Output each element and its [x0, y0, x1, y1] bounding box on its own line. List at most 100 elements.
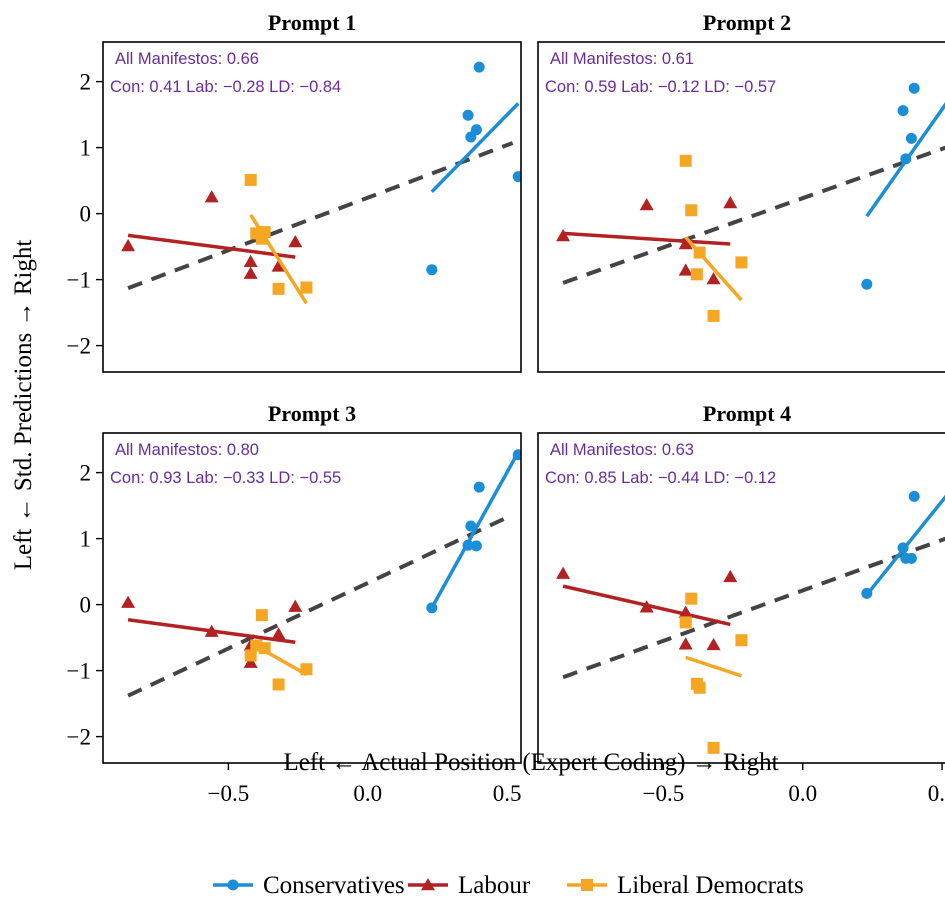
panel-title: Prompt 4	[703, 401, 791, 426]
overall-fit-line	[562, 536, 945, 680]
legend: Conservatives Labour Liberal Democrats	[213, 872, 804, 899]
overall-fit-line	[127, 513, 514, 698]
plot-area	[556, 82, 945, 322]
y-tick-label: −2	[67, 334, 91, 359]
conservatives-point	[426, 602, 438, 614]
x-axis-title: Left ← Actual Position (Expert Coding) →…	[283, 749, 778, 776]
liberal-democrats-point	[693, 681, 706, 694]
legend-marker	[581, 879, 593, 891]
labour-fit-line	[562, 231, 731, 246]
correlation-parties: Con: 0.85 Lab: −0.44 LD: −0.12	[545, 469, 776, 487]
legend-item-conservatives: Conservatives	[213, 872, 405, 899]
liberal-democrats-point	[707, 309, 720, 322]
labour-point	[723, 196, 738, 209]
labour-point	[271, 259, 286, 272]
y-tick-label: 0	[80, 202, 92, 227]
conservatives-fit-line	[430, 451, 520, 609]
labour-fit-line	[127, 233, 296, 259]
legend-label: Conservatives	[263, 872, 405, 899]
liberal-democrats-point	[690, 268, 703, 281]
labour-point	[723, 569, 738, 583]
labour-point	[288, 599, 303, 612]
y-tick-label: −2	[67, 725, 91, 750]
liberal-democrats-point	[679, 154, 692, 167]
y-tick-label: −1	[67, 659, 91, 684]
panel-frame	[102, 432, 522, 764]
panels-layer: Prompt 1 All Manifestos: 0.66 Con: 0.41 La…	[67, 10, 945, 806]
y-tick-label: 0	[80, 593, 92, 618]
overall-fit-line	[562, 145, 945, 285]
liberal-democrats-fit-line	[685, 655, 742, 678]
panel-1: Prompt 1 All Manifestos: 0.66 Con: 0.41 La…	[67, 10, 522, 373]
conservatives-point	[512, 449, 521, 461]
correlation-all: All Manifestos: 0.80	[115, 441, 259, 459]
conservatives-point	[861, 587, 873, 599]
panel-title: Prompt 3	[268, 401, 356, 426]
correlation-parties: Con: 0.41 Lab: −0.28 LD: −0.84	[110, 78, 341, 96]
liberal-democrats-point	[272, 282, 285, 295]
labour-point	[204, 624, 219, 637]
conservatives-fit-line	[430, 102, 520, 194]
liberal-democrats-point	[685, 592, 698, 605]
labour-point	[706, 637, 721, 651]
conservatives-point	[900, 153, 912, 165]
overall-fit-line	[127, 141, 514, 291]
labour-point	[556, 229, 571, 242]
y-tick-label: 1	[80, 527, 92, 552]
liberal-democrats-point	[300, 663, 313, 676]
x-tick-label: 0.0	[788, 781, 817, 806]
conservatives-point	[426, 264, 438, 276]
correlation-all: All Manifestos: 0.61	[550, 50, 694, 68]
labour-point	[556, 566, 571, 579]
correlation-parties: Con: 0.59 Lab: −0.12 LD: −0.57	[545, 78, 776, 96]
y-tick-label: 2	[80, 461, 92, 486]
plot-area	[121, 61, 521, 305]
plot-area	[556, 490, 945, 754]
correlation-parties: Con: 0.93 Lab: −0.33 LD: −0.55	[110, 469, 341, 487]
panel-title: Prompt 2	[703, 10, 791, 35]
labour-point	[288, 234, 303, 248]
labour-point	[121, 595, 136, 608]
labour-point	[678, 236, 693, 250]
correlation-all: All Manifestos: 0.66	[115, 50, 259, 68]
labour-point	[271, 627, 286, 640]
labour-point	[678, 263, 693, 276]
plot-area	[121, 449, 521, 698]
labour-point	[243, 655, 258, 668]
liberal-democrats-point	[300, 281, 313, 294]
conservatives-point	[861, 278, 873, 290]
liberal-democrats-point	[244, 649, 257, 662]
labour-point	[678, 637, 693, 650]
panel-frame	[102, 41, 522, 373]
legend-marker	[421, 878, 435, 891]
conservatives-point	[470, 124, 482, 136]
liberal-democrats-point	[272, 678, 285, 691]
conservatives-point	[462, 539, 474, 551]
x-tick-label: 0.5	[928, 781, 945, 806]
conservatives-fit-line	[865, 102, 945, 218]
conservatives-point	[512, 171, 521, 183]
labour-point	[243, 266, 258, 279]
conservatives-point	[897, 542, 909, 554]
legend-item-liberal-democrats: Liberal Democrats	[567, 872, 804, 899]
conservatives-point	[462, 109, 474, 121]
conservatives-point	[473, 481, 485, 493]
liberal-democrats-point	[693, 246, 706, 259]
x-tick-label: −0.5	[208, 781, 250, 806]
x-tick-label: 0.0	[353, 781, 382, 806]
liberal-democrats-point	[255, 609, 268, 622]
panel-2: Prompt 2 All Manifestos: 0.61 Con: 0.59 La…	[537, 10, 945, 373]
liberal-democrats-point	[707, 741, 720, 754]
conservatives-point	[908, 82, 920, 94]
x-tick-label: −0.5	[643, 781, 685, 806]
conservatives-point	[473, 61, 485, 73]
conservatives-point	[908, 490, 920, 502]
liberal-democrats-point	[244, 173, 257, 186]
y-tick-label: 1	[80, 136, 92, 161]
labour-point	[121, 238, 136, 252]
legend-marker	[227, 879, 239, 891]
x-tick-label: 0.5	[493, 781, 522, 806]
conservatives-fit-line	[865, 494, 945, 596]
y-tick-label: 2	[80, 70, 92, 95]
